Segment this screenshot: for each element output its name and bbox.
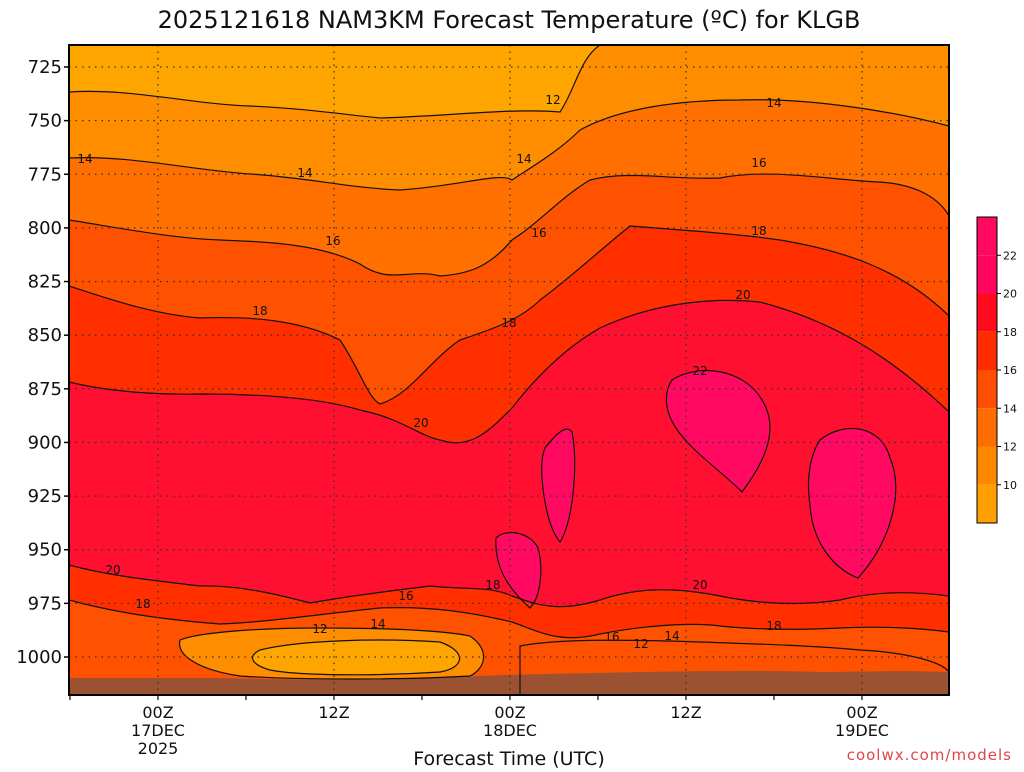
colorbar-label: 14 bbox=[1003, 402, 1017, 415]
time-gridlines bbox=[157, 45, 863, 695]
contour-line bbox=[69, 299, 949, 695]
temp-band-22-c bbox=[541, 429, 575, 542]
contour-label: 14 bbox=[516, 152, 531, 166]
colorbar: 22 20 18 16 14 12 10 bbox=[976, 216, 1017, 524]
pressure-tick-label: 975 bbox=[28, 593, 62, 614]
colorbar-swatch bbox=[977, 217, 997, 256]
plot-area: 12 14 14 14 14 16 16 16 18 18 18 20 20 22 20 20 18 18 16 12… bbox=[69, 45, 949, 695]
contour-label: 18 bbox=[485, 578, 500, 592]
contour-lines bbox=[69, 45, 949, 695]
plot-frame bbox=[68, 44, 950, 696]
time-tick-label: 2025 bbox=[138, 739, 179, 758]
contour-label: 20 bbox=[692, 578, 707, 592]
colorbar-label: 12 bbox=[1003, 441, 1017, 454]
colorbar-swatch bbox=[977, 408, 997, 447]
pressure-tick-label: 725 bbox=[28, 57, 62, 78]
contour-line bbox=[541, 428, 576, 544]
colorbar-label: 16 bbox=[1003, 364, 1017, 377]
colorbar-label: 22 bbox=[1003, 249, 1017, 262]
contour-line bbox=[665, 369, 771, 493]
contour-line bbox=[69, 99, 949, 695]
credit-text: coolwx.com/models bbox=[847, 746, 1012, 764]
contour-label: 18 bbox=[252, 304, 267, 318]
contour-label: 14 bbox=[77, 152, 92, 166]
pressure-tick-label: 875 bbox=[28, 379, 62, 400]
contour-label: 16 bbox=[398, 589, 413, 603]
x-axis-label: Forecast Time (UTC) bbox=[413, 748, 604, 768]
contour-label: 14 bbox=[370, 617, 385, 631]
pressure-tick-label: 850 bbox=[28, 325, 62, 346]
temp-band-22-a bbox=[666, 370, 770, 492]
contour-line bbox=[495, 531, 542, 609]
contour-labels: 12 14 14 14 14 16 16 16 18 18 18 20 20 22 20 20 18 18 16 12… bbox=[77, 93, 781, 651]
colorbar-swatch bbox=[977, 370, 997, 409]
time-tick-label: 00Z bbox=[494, 703, 525, 722]
pressure-tick-label: 825 bbox=[28, 272, 62, 293]
contour-line bbox=[69, 564, 949, 695]
colorbar-swatch bbox=[977, 293, 997, 332]
time-tick-label: 19DEC bbox=[835, 721, 889, 740]
contour-label: 16 bbox=[751, 156, 766, 170]
pressure-tick-label: 950 bbox=[28, 540, 62, 561]
contour-label: 12 bbox=[545, 93, 560, 107]
contour-label: 18 bbox=[766, 619, 781, 633]
contour-label: 20 bbox=[105, 563, 120, 577]
pressure-tick-label: 1000 bbox=[16, 647, 62, 668]
pressure-tick-label: 775 bbox=[28, 164, 62, 185]
pressure-tick-label: 925 bbox=[28, 486, 62, 507]
contour-line bbox=[69, 45, 949, 695]
colorbar-swatch bbox=[977, 255, 997, 294]
contour-line bbox=[519, 639, 949, 695]
colorbar-swatch bbox=[977, 446, 997, 485]
pressure-tick-label: 900 bbox=[28, 432, 62, 453]
pressure-axis: 725 750 775 800 825 850 875 900 925 950 975 1000 bbox=[16, 57, 69, 668]
contour-label: 20 bbox=[413, 416, 428, 430]
colorbar-label: 10 bbox=[1003, 479, 1017, 492]
time-tick-label: 00Z bbox=[846, 703, 877, 722]
contour-label: 14 bbox=[664, 629, 679, 643]
pressure-tick-label: 800 bbox=[28, 218, 62, 239]
contour-label: 18 bbox=[751, 224, 766, 238]
contour-label: 20 bbox=[735, 288, 750, 302]
time-tick-label: 12Z bbox=[318, 703, 349, 722]
contour-label: 12 bbox=[312, 622, 327, 636]
time-tick-label: 12Z bbox=[670, 703, 701, 722]
colorbar-swatch bbox=[977, 331, 997, 370]
contour-line bbox=[252, 639, 461, 676]
contour-line bbox=[69, 599, 949, 695]
time-tick-label: 18DEC bbox=[483, 721, 537, 740]
contour-label: 22 bbox=[692, 364, 707, 378]
contour-line bbox=[807, 427, 897, 579]
contour-label: 14 bbox=[297, 166, 312, 180]
contour-line bbox=[69, 173, 949, 695]
contour-label: 16 bbox=[325, 234, 340, 248]
contour-label: 12 bbox=[633, 637, 648, 651]
time-tick-label: 17DEC bbox=[131, 721, 185, 740]
ground-surface bbox=[69, 670, 949, 695]
chart-title: 2025121618 NAM3KM Forecast Temperature (… bbox=[158, 6, 861, 34]
temp-band-22-b bbox=[808, 428, 896, 578]
contour-line bbox=[69, 225, 949, 695]
colorbar-label: 18 bbox=[1003, 326, 1017, 339]
temp-band-22-d bbox=[495, 532, 541, 608]
colorbar-label: 20 bbox=[1003, 288, 1017, 301]
contour-label: 16 bbox=[531, 226, 546, 240]
contour-line bbox=[179, 627, 485, 680]
pressure-tick-label: 750 bbox=[28, 111, 62, 132]
time-tick-label: 00Z bbox=[142, 703, 173, 722]
contour-label: 16 bbox=[604, 630, 619, 644]
contour-label: 18 bbox=[135, 597, 150, 611]
contour-label: 18 bbox=[501, 316, 516, 330]
colorbar-swatch bbox=[977, 484, 997, 523]
contour-label: 14 bbox=[766, 96, 781, 110]
